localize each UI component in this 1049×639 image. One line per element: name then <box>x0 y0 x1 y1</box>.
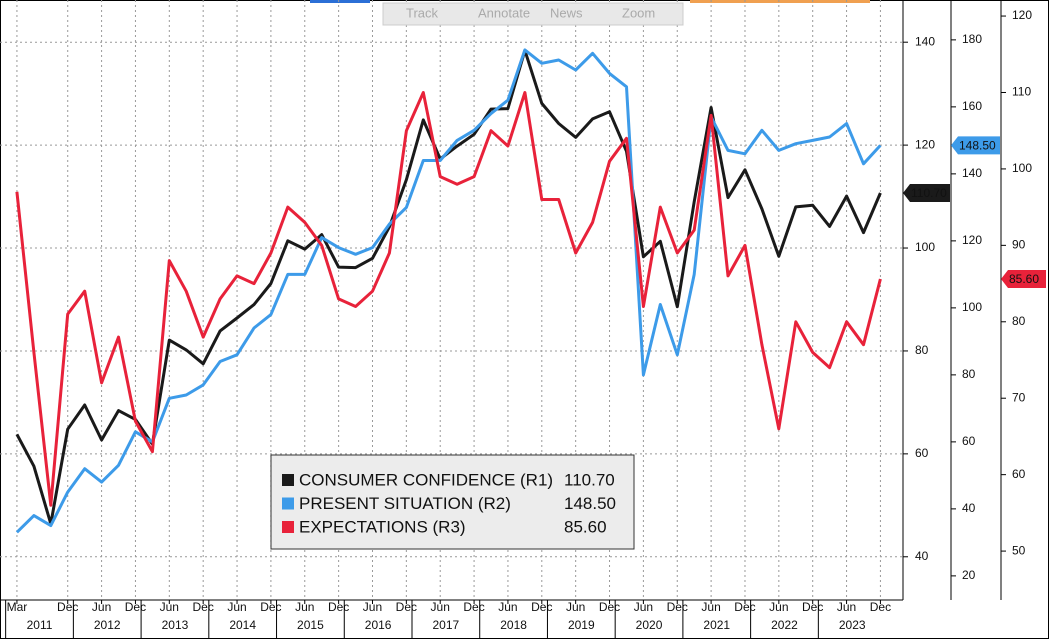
x-tick-label: Dec <box>463 600 484 614</box>
year-label: 2021 <box>703 618 730 632</box>
y2-tick-label: 80 <box>962 367 976 381</box>
year-label: 2020 <box>636 618 663 632</box>
y-tick-label: 100 <box>915 240 935 254</box>
y3-tick-label: 100 <box>1012 161 1032 175</box>
x-tick-label: Jun <box>363 600 382 614</box>
y2-tick-label: 100 <box>962 300 982 314</box>
year-label: 2011 <box>27 618 53 632</box>
year-label: 2022 <box>771 618 798 632</box>
toolbar: Track Annotate News Zoom <box>382 2 684 26</box>
x-tick-label: Jun <box>227 600 246 614</box>
y2-tick-label: 180 <box>962 32 982 46</box>
top-strip <box>690 0 870 3</box>
legend-value: 85.60 <box>564 517 607 536</box>
series-line <box>15 91 882 507</box>
y2-tick-label: 120 <box>962 233 982 247</box>
y3-tick-label: 120 <box>1012 8 1032 22</box>
x-tick-label: Jun <box>295 600 314 614</box>
top-strip <box>310 0 370 3</box>
plot <box>0 0 903 600</box>
legend-swatch <box>282 497 294 510</box>
year-label: 2015 <box>297 618 324 632</box>
legend: CONSUMER CONFIDENCE (R1) 110.70 PRESENT SI… <box>270 454 635 550</box>
x-tick-label: Dec <box>802 600 823 614</box>
x-tick-label: Dec <box>193 600 214 614</box>
x-tick-label: Jun <box>92 600 111 614</box>
x-tick-label: Jun <box>634 600 653 614</box>
legend-label: PRESENT SITUATION (R2) <box>299 494 511 513</box>
x-tick-label: Dec <box>125 600 146 614</box>
legend-swatch <box>282 521 294 533</box>
value-tag <box>1001 269 1046 288</box>
toolbar-bg <box>382 2 684 26</box>
y2-tick-label: 160 <box>962 99 982 113</box>
y-tick-label: 60 <box>915 446 929 460</box>
year-label: 2018 <box>500 618 527 632</box>
year-label: 2019 <box>568 618 595 632</box>
x-tick-label: Jun <box>837 600 856 614</box>
y3-tick-label: 50 <box>1012 543 1026 557</box>
y-tick-label: 40 <box>915 549 929 563</box>
y3-tick-label: 80 <box>1012 314 1026 328</box>
x-tick-label: Jun <box>566 600 585 614</box>
legend-label: CONSUMER CONFIDENCE (R1) <box>299 470 553 489</box>
year-label: 2023 <box>839 618 866 632</box>
value-tag-label: 110.70 <box>911 186 947 200</box>
x-tick-label: Dec <box>531 600 552 614</box>
y-tick-label: 140 <box>915 34 935 48</box>
value-tag-label: 85.60 <box>1009 272 1039 286</box>
y-tick-label: 80 <box>915 343 929 357</box>
y-tick-label: 120 <box>915 137 935 151</box>
toolbar-button[interactable]: Track <box>406 5 439 20</box>
legend-label: EXPECTATIONS (R3) <box>299 517 466 536</box>
legend-swatch <box>282 474 294 486</box>
toolbar-button[interactable]: Annotate <box>478 5 530 20</box>
x-tick-label: Dec <box>870 600 891 614</box>
y2-tick-label: 60 <box>962 434 976 448</box>
y2-tick-label: 140 <box>962 166 982 180</box>
year-label: 2016 <box>365 618 392 632</box>
x-tick-label: Dec <box>734 600 755 614</box>
x-tick-label: Jun <box>498 600 517 614</box>
value-tag <box>951 136 1000 155</box>
x-tick-label: Dec <box>260 600 281 614</box>
x-tick-label: Mar <box>7 600 28 614</box>
legend-box <box>270 454 635 550</box>
value-tag-label: 148.50 <box>959 139 996 153</box>
legend-value: 110.70 <box>564 470 615 489</box>
x-tick-label: Jun <box>160 600 179 614</box>
legend-value: 148.50 <box>564 494 616 513</box>
y3-tick-label: 70 <box>1012 390 1026 404</box>
value-tag <box>903 183 950 202</box>
y3-tick-label: 90 <box>1012 238 1026 252</box>
x-tick-label: Jun <box>769 600 788 614</box>
year-label: 2014 <box>229 618 256 632</box>
y2-tick-label: 20 <box>962 568 976 582</box>
y3-tick-label: 60 <box>1012 467 1026 481</box>
x-tick-label: Jun <box>701 600 720 614</box>
year-label: 2017 <box>433 618 460 632</box>
series-line <box>15 48 882 534</box>
year-label: 2012 <box>94 618 121 632</box>
y2-tick-label: 40 <box>962 501 976 515</box>
x-tick-label: Jun <box>431 600 450 614</box>
x-tick-label: Dec <box>396 600 417 614</box>
x-tick-label: Dec <box>667 600 688 614</box>
x-tick-label: Dec <box>599 600 620 614</box>
toolbar-button[interactable]: News <box>550 5 583 20</box>
year-label: 2013 <box>162 618 189 632</box>
x-tick-label: Dec <box>328 600 349 614</box>
toolbar-button[interactable]: Zoom <box>622 5 655 20</box>
x-tick-label: Dec <box>57 600 78 614</box>
y3-tick-label: 110 <box>1012 85 1031 99</box>
